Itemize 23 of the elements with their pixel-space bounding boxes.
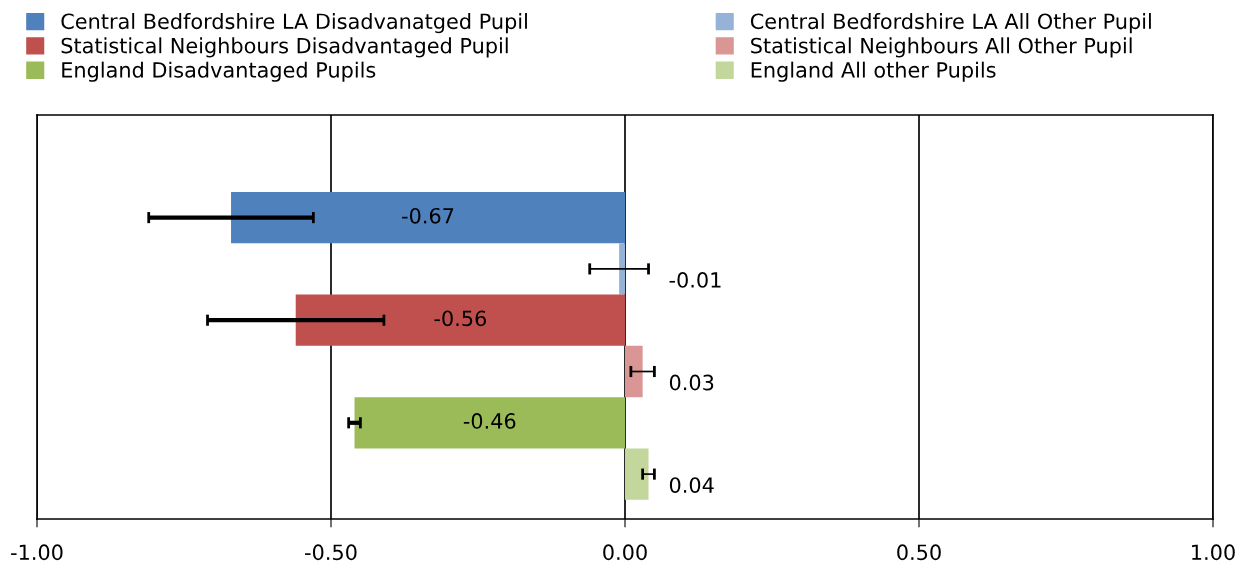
data-label: 0.04 <box>669 477 714 493</box>
x-tick-label: 0.00 <box>603 544 647 561</box>
data-label: -0.01 <box>669 272 721 288</box>
bar <box>231 191 625 244</box>
data-label: -0.56 <box>434 310 486 327</box>
x-tick-label: 0.50 <box>897 544 941 561</box>
bar <box>354 397 625 449</box>
bar <box>619 243 625 295</box>
legend-label: England All other Pupils <box>751 61 996 82</box>
legend-label: Central Bedfordshire LA All Other Pupil <box>750 13 1151 34</box>
x-tick-label: -1.00 <box>11 544 63 561</box>
bar <box>625 448 649 500</box>
data-label: 0.03 <box>669 374 714 391</box>
data-label: -0.67 <box>402 207 454 224</box>
legend-label: Central Bedfordshire LA Disadvanatged Pupil <box>61 13 527 34</box>
data-label: -0.46 <box>463 413 516 429</box>
x-tick-label: -0.50 <box>305 544 357 561</box>
x-tick-label: 1.00 <box>1192 544 1235 561</box>
legend-label: Statistical Neighbours All Other Pupil <box>751 37 1132 58</box>
legend-label: England Disadvantaged Pupils <box>62 61 376 82</box>
bar <box>625 345 643 398</box>
bar <box>295 294 625 346</box>
legend-label: Statistical Neighbours Disadvantaged Pupil <box>61 37 508 58</box>
